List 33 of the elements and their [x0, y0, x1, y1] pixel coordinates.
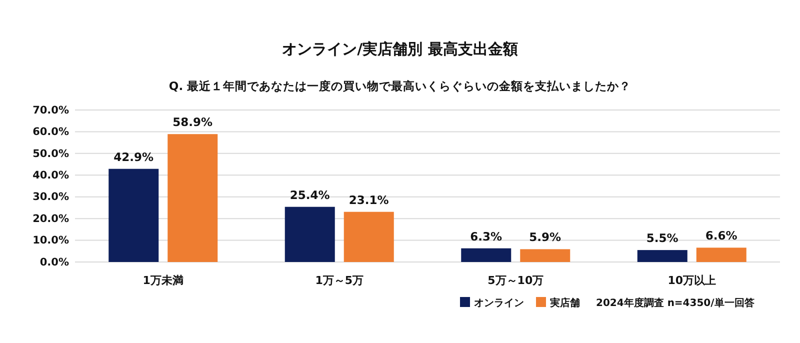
legend-label: オンライン: [474, 298, 524, 309]
y-tick-label: 50.0%: [32, 148, 70, 160]
x-tick-label: 1万未満: [142, 274, 184, 287]
legend-label: 実店舗: [549, 297, 580, 309]
bar: [637, 250, 688, 262]
x-tick-label: 5万～10万: [488, 274, 544, 287]
data-label: 5.5%: [646, 231, 679, 246]
x-tick-label: 10万以上: [668, 274, 716, 287]
bar: [461, 248, 512, 262]
x-tick-label: 1万～5万: [315, 274, 364, 287]
data-label: 6.6%: [705, 228, 738, 243]
bar: [284, 206, 335, 262]
y-tick-label: 20.0%: [32, 212, 70, 225]
chart-title: オンライン/実店舗別 最高支出金額: [282, 40, 518, 58]
bar: [168, 134, 218, 262]
bar: [520, 249, 570, 262]
data-label: 42.9%: [114, 150, 154, 164]
text: 2024年度調査 n=4350/単一回答: [596, 297, 756, 309]
data-label: 25.4%: [290, 188, 330, 202]
chart-subtitle: Q. 最近１年間であなたは一度の買い物で最高いくらぐらいの金額を支払いましたか？: [168, 79, 632, 93]
bar: [108, 168, 159, 262]
data-label: 58.9%: [172, 115, 214, 130]
y-tick-label: 30.0%: [32, 191, 70, 204]
data-label: 5.9%: [529, 230, 562, 244]
y-tick-label: 0.0%: [40, 256, 70, 268]
data-label: 6.3%: [470, 229, 503, 244]
bar: [344, 212, 394, 262]
bar: [696, 248, 746, 262]
y-tick-label: 40.0%: [32, 170, 70, 182]
data-label: 23.1%: [348, 192, 390, 207]
y-tick-label: 60.0%: [32, 126, 70, 138]
y-tick-label: 70.0%: [32, 104, 70, 116]
y-tick-label: 10.0%: [32, 234, 70, 247]
